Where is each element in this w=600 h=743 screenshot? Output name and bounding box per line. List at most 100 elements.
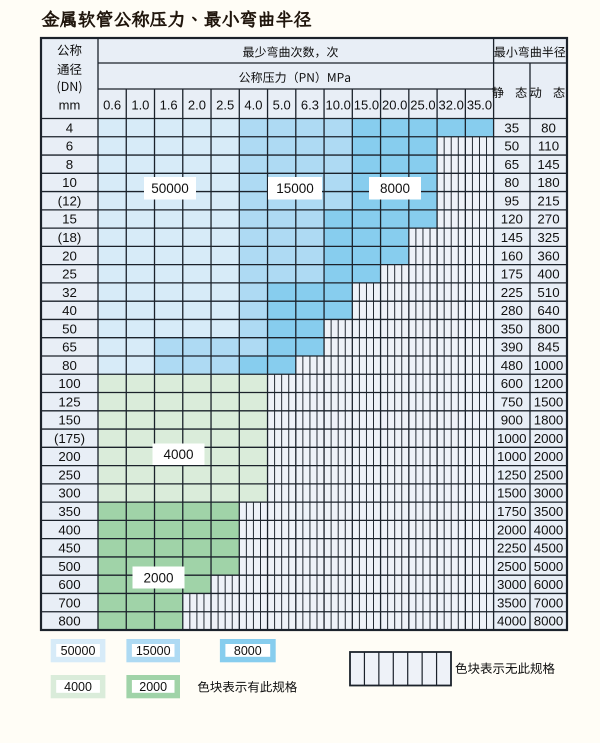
svg-text:7000: 7000 xyxy=(534,595,564,610)
svg-text:50: 50 xyxy=(504,139,519,154)
svg-text:25.0: 25.0 xyxy=(410,98,435,113)
svg-text:8000: 8000 xyxy=(534,614,564,629)
svg-text:215: 215 xyxy=(537,193,559,208)
svg-text:300: 300 xyxy=(58,486,80,501)
svg-text:35.0: 35.0 xyxy=(467,98,492,113)
svg-text:400: 400 xyxy=(58,522,80,537)
svg-text:3000: 3000 xyxy=(534,486,564,501)
svg-text:20: 20 xyxy=(62,248,77,263)
svg-text:50000: 50000 xyxy=(151,181,189,196)
svg-text:390: 390 xyxy=(501,340,523,355)
svg-text:125: 125 xyxy=(58,394,80,409)
svg-text:40: 40 xyxy=(62,303,77,318)
svg-text:3000: 3000 xyxy=(497,577,527,592)
svg-text:1.6: 1.6 xyxy=(160,98,178,113)
svg-text:3500: 3500 xyxy=(497,595,527,610)
svg-text:750: 750 xyxy=(501,394,523,409)
svg-text:80: 80 xyxy=(541,120,556,135)
svg-text:65: 65 xyxy=(62,340,77,355)
svg-text:2.0: 2.0 xyxy=(188,98,206,113)
svg-text:6: 6 xyxy=(66,139,73,154)
svg-text:4000: 4000 xyxy=(64,680,92,694)
svg-text:100: 100 xyxy=(58,376,80,391)
svg-text:350: 350 xyxy=(58,504,80,519)
svg-text:5000: 5000 xyxy=(534,559,564,574)
svg-text:2000: 2000 xyxy=(534,449,564,464)
svg-text:15000: 15000 xyxy=(276,181,314,196)
svg-text:1000: 1000 xyxy=(497,431,527,446)
svg-text:(12): (12) xyxy=(58,193,82,208)
svg-text:35: 35 xyxy=(504,120,519,135)
svg-text:1.0: 1.0 xyxy=(131,98,149,113)
svg-text:180: 180 xyxy=(537,175,559,190)
svg-text:95: 95 xyxy=(504,193,519,208)
svg-text:120: 120 xyxy=(501,212,523,227)
svg-text:110: 110 xyxy=(538,139,559,154)
svg-text:4.0: 4.0 xyxy=(244,98,262,113)
svg-text:15.0: 15.0 xyxy=(354,98,379,113)
svg-text:400: 400 xyxy=(537,267,559,282)
svg-text:32.0: 32.0 xyxy=(439,98,464,113)
svg-text:50000: 50000 xyxy=(61,644,96,658)
svg-text:150: 150 xyxy=(58,413,80,428)
svg-text:(175): (175) xyxy=(54,431,85,446)
svg-text:160: 160 xyxy=(501,248,523,263)
svg-text:8000: 8000 xyxy=(380,181,410,196)
svg-text:8: 8 xyxy=(66,157,73,172)
svg-text:2500: 2500 xyxy=(497,559,527,574)
svg-text:0.6: 0.6 xyxy=(103,98,121,113)
svg-text:845: 845 xyxy=(537,340,559,355)
svg-text:145: 145 xyxy=(501,230,523,245)
svg-text:2.5: 2.5 xyxy=(216,98,234,113)
svg-text:640: 640 xyxy=(537,303,559,318)
svg-text:32: 32 xyxy=(62,285,77,300)
svg-text:360: 360 xyxy=(537,248,559,263)
svg-text:65: 65 xyxy=(504,157,519,172)
svg-text:1000: 1000 xyxy=(497,449,527,464)
svg-text:800: 800 xyxy=(537,321,559,336)
svg-text:6000: 6000 xyxy=(534,577,564,592)
svg-text:800: 800 xyxy=(58,614,80,629)
svg-text:2000: 2000 xyxy=(534,431,564,446)
svg-text:80: 80 xyxy=(62,358,77,373)
svg-text:25: 25 xyxy=(62,267,77,282)
svg-text:225: 225 xyxy=(501,285,523,300)
svg-text:500: 500 xyxy=(58,559,80,574)
svg-text:1250: 1250 xyxy=(497,467,527,482)
svg-text:270: 270 xyxy=(537,212,559,227)
svg-text:2250: 2250 xyxy=(497,541,527,556)
svg-text:2000: 2000 xyxy=(143,570,173,585)
svg-text:700: 700 xyxy=(58,595,80,610)
svg-text:80: 80 xyxy=(504,175,519,190)
svg-text:15: 15 xyxy=(62,212,77,227)
svg-text:1800: 1800 xyxy=(534,413,564,428)
svg-text:325: 325 xyxy=(537,230,559,245)
svg-text:15000: 15000 xyxy=(136,644,171,658)
svg-text:2000: 2000 xyxy=(497,522,527,537)
svg-text:1500: 1500 xyxy=(497,486,527,501)
svg-text:20.0: 20.0 xyxy=(382,98,407,113)
svg-text:510: 510 xyxy=(537,285,559,300)
svg-text:280: 280 xyxy=(501,303,523,318)
svg-text:200: 200 xyxy=(58,449,80,464)
svg-text:480: 480 xyxy=(501,358,523,373)
svg-text:4: 4 xyxy=(66,120,73,135)
svg-text:1500: 1500 xyxy=(534,394,564,409)
svg-text:600: 600 xyxy=(58,577,80,592)
svg-text:2000: 2000 xyxy=(139,680,167,694)
svg-text:1750: 1750 xyxy=(497,504,527,519)
svg-text:450: 450 xyxy=(58,541,80,556)
svg-text:8000: 8000 xyxy=(234,644,262,658)
svg-text:900: 900 xyxy=(501,413,523,428)
svg-text:175: 175 xyxy=(501,267,523,282)
svg-text:4500: 4500 xyxy=(534,541,564,556)
svg-text:250: 250 xyxy=(58,467,80,482)
svg-text:4000: 4000 xyxy=(534,522,564,537)
svg-text:(18): (18) xyxy=(58,230,82,245)
svg-text:1200: 1200 xyxy=(534,376,564,391)
svg-text:4000: 4000 xyxy=(163,447,193,462)
svg-text:3500: 3500 xyxy=(534,504,564,519)
svg-text:10.0: 10.0 xyxy=(326,98,351,113)
svg-text:350: 350 xyxy=(501,321,523,336)
svg-text:1000: 1000 xyxy=(534,358,564,373)
